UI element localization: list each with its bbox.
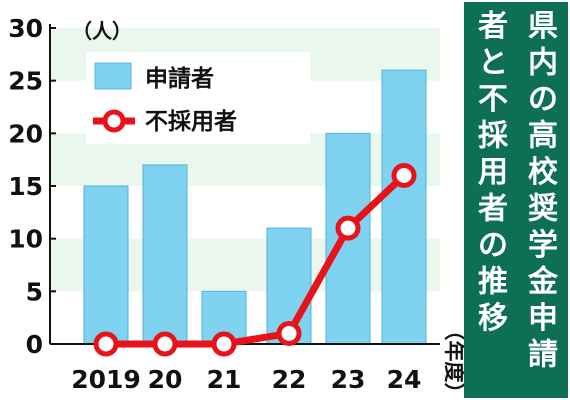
- x-unit-char: ）: [442, 383, 466, 400]
- x-tick-label-23: 23: [331, 365, 366, 394]
- y-tick-label-5: 5: [26, 277, 43, 306]
- legend: 申請者 不採用者: [86, 52, 310, 144]
- title-char: 奨: [528, 192, 558, 227]
- y-tick-label-15: 15: [8, 172, 43, 201]
- title-char: 者: [478, 9, 508, 44]
- rejected-point-20: [152, 331, 178, 357]
- bar-2019: [83, 185, 129, 345]
- legend-label-applicants: 申請者: [145, 65, 214, 92]
- legend-swatch-applicants: [94, 62, 132, 90]
- title-char: 請: [528, 338, 558, 373]
- title-char: 移: [478, 301, 508, 336]
- y-tick-label-20: 20: [8, 119, 43, 148]
- title-char: 申: [528, 301, 558, 336]
- x-tick-labels: 2019 20 21 22 23 24: [71, 365, 421, 394]
- x-unit-char: 年: [442, 341, 466, 362]
- title-char: の: [478, 228, 508, 263]
- title-char: 高: [528, 119, 558, 154]
- y-tick-label-10: 10: [8, 225, 43, 254]
- title-char: 金: [527, 265, 559, 300]
- y-axis-unit: （人）: [72, 19, 132, 43]
- rejected-point-24: [391, 162, 417, 188]
- x-tick-label-21: 21: [207, 365, 242, 394]
- x-tick-label-2019: 2019: [71, 365, 141, 394]
- title-char: 推: [478, 265, 508, 300]
- bar-24: [381, 69, 427, 345]
- x-tick-label-20: 20: [148, 365, 183, 394]
- y-tick-label-25: 25: [8, 67, 43, 96]
- title-char: 校: [528, 155, 558, 190]
- title-background: [464, 2, 568, 398]
- x-tick-label-22: 22: [272, 365, 307, 394]
- title-char: 用: [478, 155, 508, 190]
- title-char: 内: [528, 46, 558, 81]
- line-series: [93, 162, 417, 357]
- title-char: 採: [478, 119, 509, 154]
- y-tick-label-0: 0: [26, 330, 43, 359]
- x-tick-label-24: 24: [387, 365, 422, 394]
- x-unit-char: 度: [442, 362, 466, 383]
- title-char: と: [478, 46, 508, 81]
- legend-label-rejected: 不採用者: [145, 109, 237, 135]
- rejected-point-23: [335, 215, 361, 241]
- bar-20: [142, 164, 188, 345]
- title-char: 県: [528, 9, 558, 44]
- title-char: 者: [478, 192, 508, 227]
- bar-series: [83, 69, 427, 345]
- x-unit-char: （: [442, 320, 466, 341]
- x-axis-unit: （年度）: [442, 320, 466, 400]
- rejected-point-2019: [93, 331, 119, 357]
- y-tick-label-30: 30: [8, 14, 43, 43]
- title-char: 不: [478, 82, 508, 117]
- y-tick-labels: 0 5 10 15 20 25 30: [8, 14, 56, 359]
- title-char: 学: [528, 228, 558, 263]
- legend-marker-rejected: [102, 109, 126, 133]
- rejected-point-22: [276, 320, 302, 346]
- title-char: の: [528, 82, 558, 117]
- rejected-point-21: [211, 331, 237, 357]
